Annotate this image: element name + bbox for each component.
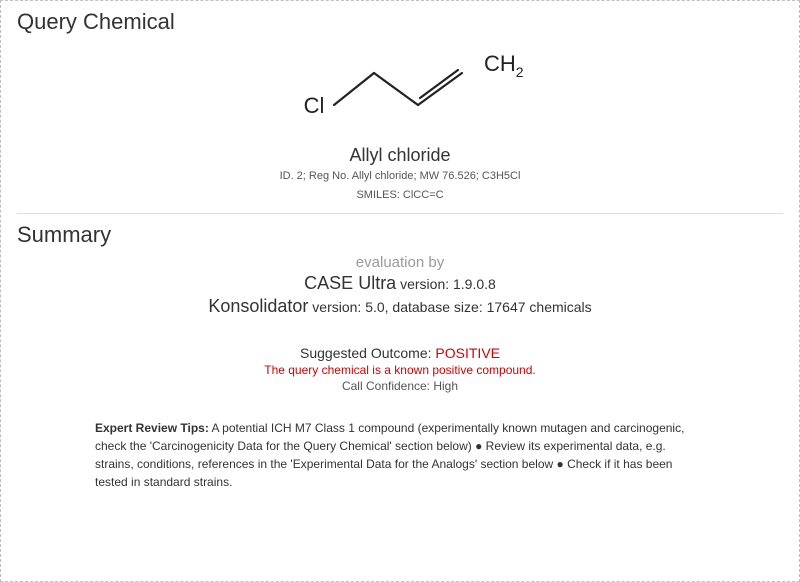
atom-left-label: Cl bbox=[304, 93, 325, 118]
summary-heading: Summary bbox=[17, 222, 783, 248]
atom-right-label: CH bbox=[484, 51, 516, 76]
svg-text:CH2: CH2 bbox=[484, 51, 524, 80]
expert-review-tips: Expert Review Tips: A potential ICH M7 C… bbox=[95, 419, 705, 491]
tool2-version: version: 5.0, database size: 17647 chemi… bbox=[308, 299, 591, 315]
chemical-name: Allyl chloride bbox=[17, 145, 783, 166]
tips-label: Expert Review Tips: bbox=[95, 421, 209, 435]
tool1-name: CASE Ultra bbox=[304, 273, 396, 293]
atom-right-sub: 2 bbox=[516, 64, 524, 80]
evaluation-label: evaluation by bbox=[17, 254, 783, 271]
outcome-block: Suggested Outcome: POSITIVE The query ch… bbox=[17, 345, 783, 393]
chemical-smiles: SMILES: ClCC=C bbox=[17, 187, 783, 204]
query-heading: Query Chemical bbox=[17, 9, 783, 35]
chemical-structure-icon: Cl CH2 bbox=[270, 39, 530, 139]
tool2-name: Konsolidator bbox=[208, 296, 308, 316]
structure-block: Cl CH2 Allyl chloride ID. 2; Reg No. All… bbox=[17, 39, 783, 203]
section-divider bbox=[17, 213, 783, 214]
outcome-description: The query chemical is a known positive c… bbox=[17, 363, 783, 377]
outcome-value: POSITIVE bbox=[435, 345, 500, 361]
call-confidence: Call Confidence: High bbox=[17, 379, 783, 393]
chemical-meta: ID. 2; Reg No. Allyl chloride; MW 76.526… bbox=[17, 168, 783, 185]
evaluation-block: evaluation by CASE Ultra version: 1.9.0.… bbox=[17, 254, 783, 317]
tool1-version: version: 1.9.0.8 bbox=[396, 276, 496, 292]
outcome-prefix: Suggested Outcome: bbox=[300, 345, 435, 361]
report-panel: Query Chemical Cl CH2 Allyl chloride ID.… bbox=[0, 0, 800, 582]
